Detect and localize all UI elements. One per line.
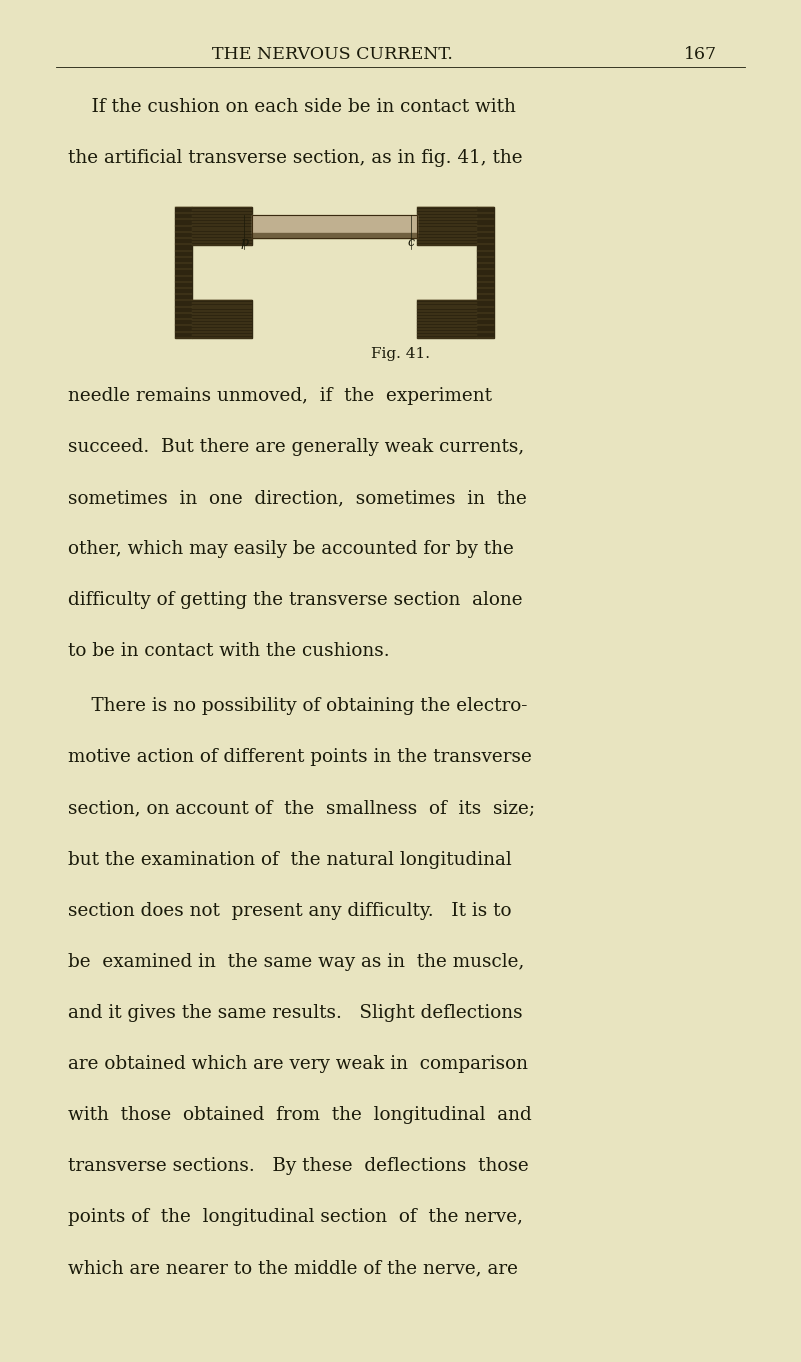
Text: motive action of different points in the transverse: motive action of different points in the… xyxy=(68,749,532,767)
Text: succeed.  But there are generally weak currents,: succeed. But there are generally weak cu… xyxy=(68,439,525,456)
Text: to be in contact with the cushions.: to be in contact with the cushions. xyxy=(68,643,390,661)
Bar xyxy=(417,207,477,245)
Bar xyxy=(252,233,417,238)
Bar xyxy=(192,300,252,338)
Text: There is no possibility of obtaining the electro-: There is no possibility of obtaining the… xyxy=(68,697,528,715)
Bar xyxy=(252,215,417,238)
Text: the artificial transverse section, as in fig. 41, the: the artificial transverse section, as in… xyxy=(68,148,523,168)
Text: If the cushion on each side be in contact with: If the cushion on each side be in contac… xyxy=(68,98,516,116)
Text: Fig. 41.: Fig. 41. xyxy=(371,347,430,361)
Text: which are nearer to the middle of the nerve, are: which are nearer to the middle of the ne… xyxy=(68,1258,518,1278)
Text: other, which may easily be accounted for by the: other, which may easily be accounted for… xyxy=(68,541,514,558)
Bar xyxy=(175,207,192,338)
Text: be  examined in  the same way as in  the muscle,: be examined in the same way as in the mu… xyxy=(68,953,525,971)
Text: needle remains unmoved,  if  the  experiment: needle remains unmoved, if the experimen… xyxy=(68,387,492,405)
Text: section, on account of  the  smallness  of  its  size;: section, on account of the smallness of … xyxy=(68,799,535,817)
Text: p: p xyxy=(240,236,248,249)
Text: points of  the  longitudinal section  of  the nerve,: points of the longitudinal section of th… xyxy=(68,1208,523,1226)
Text: c: c xyxy=(408,236,414,249)
Bar xyxy=(477,207,494,338)
Text: with  those  obtained  from  the  longitudinal  and: with those obtained from the longitudina… xyxy=(68,1106,532,1124)
Bar xyxy=(417,300,477,338)
Text: are obtained which are very weak in  comparison: are obtained which are very weak in comp… xyxy=(68,1054,528,1073)
Text: and it gives the same results.   Slight deflections: and it gives the same results. Slight de… xyxy=(68,1004,523,1022)
Bar xyxy=(192,207,252,245)
Text: difficulty of getting the transverse section  alone: difficulty of getting the transverse sec… xyxy=(68,591,523,609)
Text: transverse sections.   By these  deflections  those: transverse sections. By these deflection… xyxy=(68,1158,529,1175)
Text: section does not  present any difficulty.   It is to: section does not present any difficulty.… xyxy=(68,902,512,919)
Text: 167: 167 xyxy=(684,46,718,63)
Text: THE NERVOUS CURRENT.: THE NERVOUS CURRENT. xyxy=(212,46,453,63)
Bar xyxy=(252,215,417,233)
Text: sometimes  in  one  direction,  sometimes  in  the: sometimes in one direction, sometimes in… xyxy=(68,489,527,507)
Text: but the examination of  the natural longitudinal: but the examination of the natural longi… xyxy=(68,850,512,869)
